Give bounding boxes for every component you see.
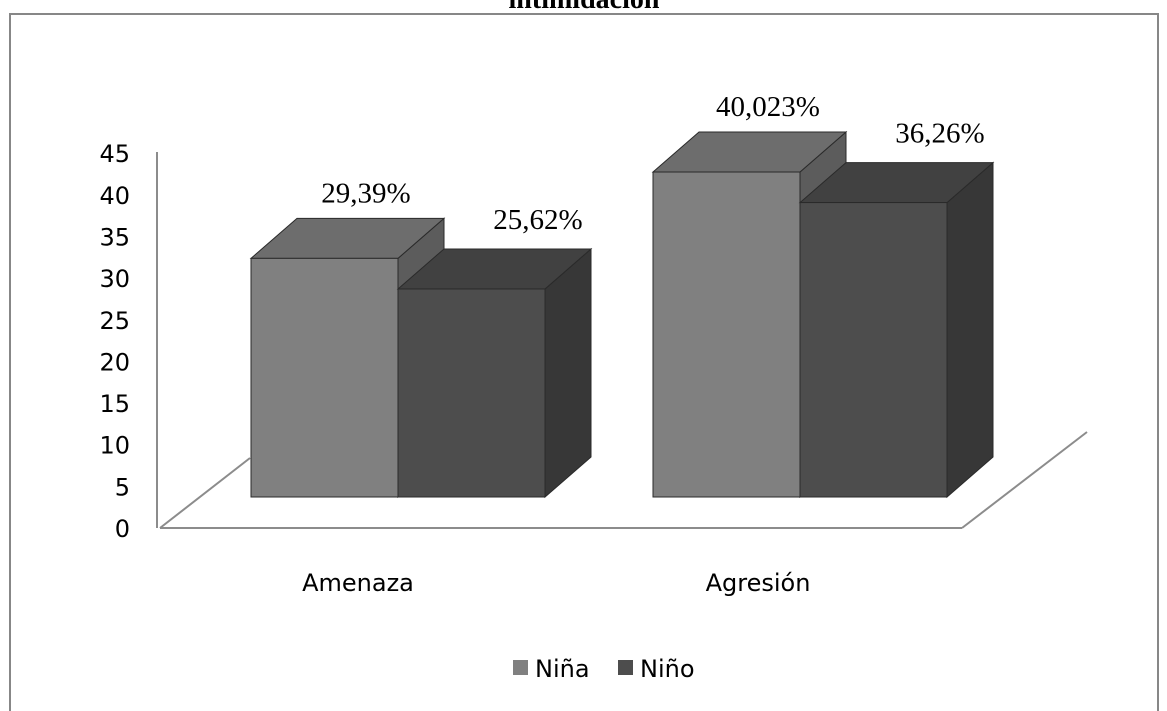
legend-label: Niña — [535, 655, 590, 683]
y-tick-label: 5 — [115, 473, 130, 501]
y-tick-label: 0 — [115, 515, 130, 543]
y-tick-label: 30 — [99, 265, 130, 293]
bars — [249, 130, 995, 499]
y-tick-label: 35 — [99, 223, 130, 251]
chart-title: intimidación — [509, 0, 660, 15]
bar-front-face — [799, 202, 948, 498]
bar-front-face — [397, 288, 546, 498]
data-label: 36,26% — [895, 118, 984, 150]
bar-side-face — [946, 161, 994, 499]
x-axis-labels: Amenaza Agresión — [302, 569, 810, 597]
plot-floor — [159, 431, 1088, 529]
y-tick-label: 20 — [99, 348, 130, 376]
data-label: 25,62% — [493, 204, 582, 236]
y-tick-label: 45 — [99, 140, 130, 168]
legend-swatch — [618, 660, 633, 675]
y-tick-label: 15 — [99, 390, 130, 418]
legend: Niña Niño — [513, 655, 695, 683]
bar-front-face — [652, 171, 801, 498]
y-tick-label: 40 — [99, 182, 130, 210]
bar — [396, 247, 593, 499]
legend-item: Niña — [513, 655, 590, 683]
x-category-label: Amenaza — [302, 569, 414, 597]
floor-left-edge — [159, 457, 251, 529]
bar-side-face — [544, 247, 592, 499]
floor-right-edge — [961, 431, 1088, 529]
data-label: 29,39% — [321, 177, 410, 209]
bar — [798, 161, 995, 499]
data-label: 40,023% — [716, 91, 820, 123]
y-axis-ticks: 0 5 10 15 20 25 30 35 40 45 — [99, 140, 130, 543]
x-category-label: Agresión — [706, 569, 811, 597]
y-tick-label: 25 — [99, 307, 130, 335]
y-tick-label: 10 — [99, 432, 130, 460]
legend-item: Niño — [618, 655, 695, 683]
data-labels: 29,39% 25,62% 40,023% 36,26% — [321, 91, 984, 236]
bar-front-face — [250, 257, 399, 498]
legend-swatch — [513, 660, 528, 675]
legend-label: Niño — [640, 655, 695, 683]
